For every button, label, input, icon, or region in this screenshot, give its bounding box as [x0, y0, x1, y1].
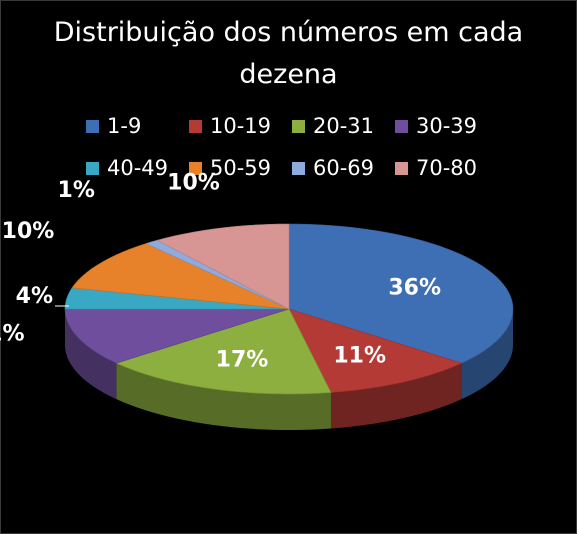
- pie-slice-1-9: [288, 223, 514, 364]
- pie-top-faces: [64, 223, 514, 395]
- legend-item-20-31: 20-31: [292, 114, 395, 138]
- pie-slice-side-30-39: [65, 309, 117, 400]
- data-label-10-19: 11%: [333, 343, 386, 368]
- chart-title-line-2: dezena: [239, 59, 338, 90]
- legend-row: 1-9 10-19 20-31 30-39: [86, 105, 516, 147]
- pie-slice-50-59: [71, 243, 290, 310]
- legend-label: 1-9: [107, 114, 142, 138]
- data-label-60-69: 1%: [58, 178, 95, 203]
- pie-slice-side-10-19: [330, 363, 462, 429]
- legend-label: 10-19: [210, 114, 272, 138]
- legend-swatch: [395, 119, 408, 133]
- pie-slice-10-19: [288, 308, 463, 393]
- pie-slice-side-20-31: [116, 363, 331, 430]
- legend-swatch: [292, 119, 305, 133]
- legend-item-30-39: 30-39: [395, 114, 498, 138]
- data-label-50-59: 10%: [2, 219, 55, 244]
- legend-item-1-9: 1-9: [86, 114, 189, 138]
- chart-title: Distribuição dos números em cada dezena: [0, 12, 577, 96]
- legend-swatch: [189, 161, 202, 175]
- legend-label: 40-49: [107, 156, 169, 180]
- chart-title-line-1: Distribuição dos números em cada: [53, 17, 524, 48]
- pie-slice-60-69: [145, 239, 290, 310]
- legend-label: 60-69: [313, 156, 375, 180]
- legend-label: 20-31: [313, 114, 375, 138]
- legend-item-10-19: 10-19: [189, 114, 292, 138]
- legend-swatch: [189, 119, 202, 133]
- legend-swatch: [395, 161, 408, 175]
- legend-item-60-69: 60-69: [292, 156, 395, 180]
- legend-swatch: [86, 161, 99, 175]
- pie-side-walls: [65, 309, 513, 430]
- legend-swatch: [292, 161, 305, 175]
- pie-slice-70-80: [156, 223, 290, 310]
- pie-slice-30-39: [64, 308, 290, 364]
- pie-slice-side-1-9: [461, 309, 513, 400]
- pie-slice-20-31: [115, 308, 332, 395]
- data-label-30-39: 11%: [0, 322, 25, 347]
- data-label-70-80: 10%: [167, 170, 220, 195]
- legend-row: 40-49 50-59 60-69 70-80: [86, 147, 516, 189]
- legend-item-70-80: 70-80: [395, 156, 498, 180]
- pie-data-labels: 36%11%17%11%4%10%1%10%: [0, 170, 441, 372]
- legend-item-50-59: 50-59: [189, 156, 292, 180]
- data-label-1-9: 36%: [388, 276, 441, 301]
- data-label-40-49: 4%: [16, 284, 53, 309]
- legend-label: 70-80: [416, 156, 478, 180]
- legend-item-40-49: 40-49: [86, 156, 189, 180]
- legend-label: 50-59: [210, 156, 272, 180]
- data-label-20-31: 17%: [216, 348, 269, 373]
- legend-swatch: [86, 119, 99, 133]
- legend-label: 30-39: [416, 114, 478, 138]
- chart-legend: 1-9 10-19 20-31 30-39 40-49 50-59 60-69: [86, 105, 516, 189]
